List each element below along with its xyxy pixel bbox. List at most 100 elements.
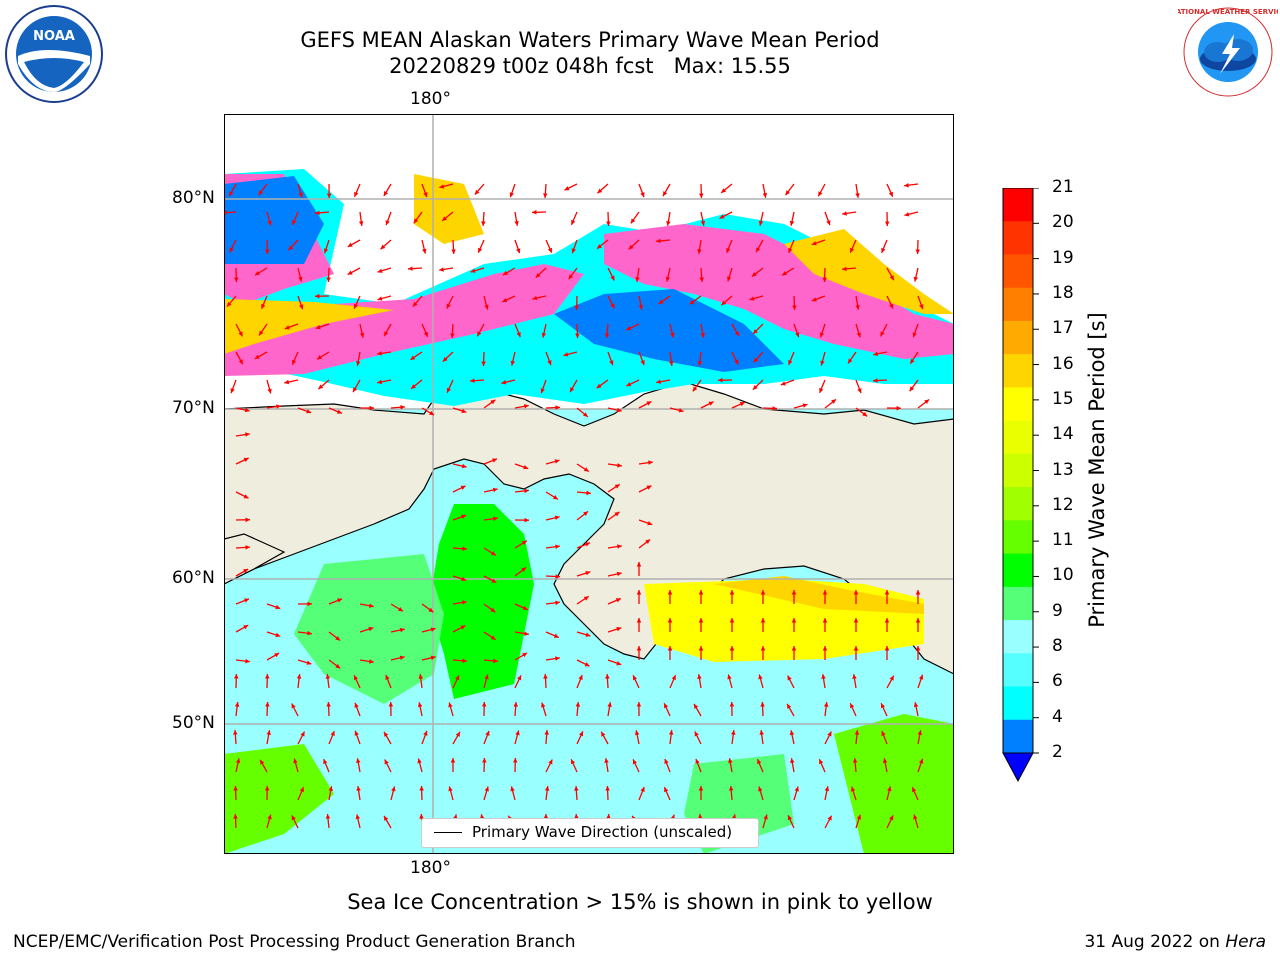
wave-arrow-head xyxy=(729,702,735,707)
wave-arrow-head xyxy=(369,659,374,664)
colorbar-bin xyxy=(1003,453,1033,488)
wave-arrow-head xyxy=(909,386,915,392)
wave-arrow-head xyxy=(570,759,576,765)
wave-arrow-head xyxy=(698,618,704,623)
wave-arrow-head xyxy=(692,386,698,392)
wave-arrow-head xyxy=(646,401,652,406)
wave-arrow-head xyxy=(728,786,734,791)
wave-arrow-head xyxy=(430,655,436,661)
wave-arrow-head xyxy=(347,242,353,247)
wave-arrow-head xyxy=(578,731,584,737)
wave-arrow-head xyxy=(284,325,290,330)
wave-arrow-head xyxy=(915,590,921,595)
wave-arrow-head xyxy=(758,220,764,226)
wave-arrow-head xyxy=(635,277,640,282)
wave-arrow-head xyxy=(299,787,304,793)
wave-arrow-head xyxy=(411,384,416,389)
wave-arrow-head xyxy=(267,388,272,394)
wave-arrow-head xyxy=(368,603,374,608)
wave-arrow-head xyxy=(552,495,558,500)
wave-arrow-head xyxy=(763,814,768,820)
wave-arrow-head xyxy=(502,270,508,276)
wave-arrow-head xyxy=(439,184,445,189)
wave-arrow-head xyxy=(853,618,859,623)
lat-label-80: 80°N xyxy=(172,188,215,208)
wave-arrow-head xyxy=(571,248,576,254)
wave-arrow-head xyxy=(532,210,537,215)
wave-arrow-head xyxy=(699,277,704,282)
colorbar-tick-label: 6 xyxy=(1052,671,1063,692)
wave-arrow-head xyxy=(491,578,497,583)
wave-arrow-head xyxy=(233,786,238,791)
wave-arrow-head xyxy=(575,333,580,338)
wave-arrow-head xyxy=(582,412,588,417)
wave-arrow-head xyxy=(419,814,424,819)
wave-arrow-head xyxy=(490,399,496,405)
wave-arrow-head xyxy=(423,192,428,198)
figure-subtitle: 20220829 t00z 048h fcst Max: 15.55 xyxy=(389,54,791,78)
wave-arrow-head xyxy=(284,379,290,385)
wave-arrow-head xyxy=(235,758,241,764)
wave-arrow-head xyxy=(455,675,460,681)
wave-arrow-head xyxy=(524,488,529,494)
wave-arrow-head xyxy=(493,658,498,664)
wave-arrow-head xyxy=(555,544,560,549)
wave-arrow-head xyxy=(697,249,702,254)
wave-arrow-head xyxy=(751,272,757,277)
wave-arrow-head xyxy=(607,702,612,707)
wave-arrow-head xyxy=(884,646,890,651)
wave-arrow-head xyxy=(597,244,602,249)
wave-arrow-head xyxy=(882,758,888,764)
wave-arrow-head xyxy=(354,702,359,708)
wave-arrow-head xyxy=(615,598,621,603)
wave-arrow-head xyxy=(697,674,702,679)
wave-arrow-head xyxy=(719,214,725,219)
wave-arrow-head xyxy=(601,731,606,737)
wave-arrow-head xyxy=(501,380,507,385)
wave-arrow-head xyxy=(762,192,768,198)
wave-arrow-head xyxy=(913,276,919,282)
wave-arrow-head xyxy=(417,702,423,708)
wave-arrow-head xyxy=(919,304,924,310)
wave-arrow-head xyxy=(628,244,634,250)
wave-arrow-head xyxy=(727,276,732,282)
wave-arrow-head xyxy=(698,814,703,819)
wave-arrow-head xyxy=(336,409,342,414)
wave-arrow-head xyxy=(377,268,383,273)
footer-machine: Hera xyxy=(1225,932,1266,952)
wave-arrow-head xyxy=(254,270,260,276)
wave-arrow-head xyxy=(665,276,671,282)
wave-arrow-head xyxy=(610,275,615,281)
wave-arrow-head xyxy=(541,332,547,338)
wave-arrow-head xyxy=(795,332,800,338)
wave-arrow-head xyxy=(721,188,727,193)
wave-arrow-head xyxy=(756,247,761,253)
wave-arrow-head xyxy=(731,814,737,820)
wave-arrow-head xyxy=(787,703,792,709)
lat-label-70: 70°N xyxy=(172,398,215,418)
wave-arrow-head xyxy=(462,600,467,605)
wave-arrow-head xyxy=(647,521,653,526)
wave-arrow-head xyxy=(881,247,886,253)
map-legend: Primary Wave Direction (unscaled) xyxy=(421,818,759,848)
wave-arrow-head xyxy=(299,304,304,310)
wave-arrow-head xyxy=(616,407,622,413)
wave-arrow-head xyxy=(298,192,303,198)
wave-arrow-head xyxy=(636,618,642,623)
wave-arrow-head xyxy=(584,542,590,547)
wave-arrow-head xyxy=(553,633,559,638)
wave-arrow-head xyxy=(543,193,548,198)
wave-arrow-head xyxy=(516,331,521,337)
wave-arrow-head xyxy=(261,303,266,309)
wave-arrow-head xyxy=(326,193,332,198)
wave-arrow-head xyxy=(540,388,545,394)
colorbar-tick-label: 2 xyxy=(1052,742,1063,762)
wave-arrow-head xyxy=(450,333,455,338)
wave-arrow-head xyxy=(694,703,699,709)
wave-arrow-head xyxy=(315,324,321,330)
wave-arrow-head xyxy=(245,432,250,437)
nws-logo-text: NATIONAL WEATHER SERVICE xyxy=(1178,8,1278,16)
wave-arrow-head xyxy=(276,404,281,409)
wave-arrow-head xyxy=(524,517,529,523)
wave-arrow-head xyxy=(586,490,591,496)
